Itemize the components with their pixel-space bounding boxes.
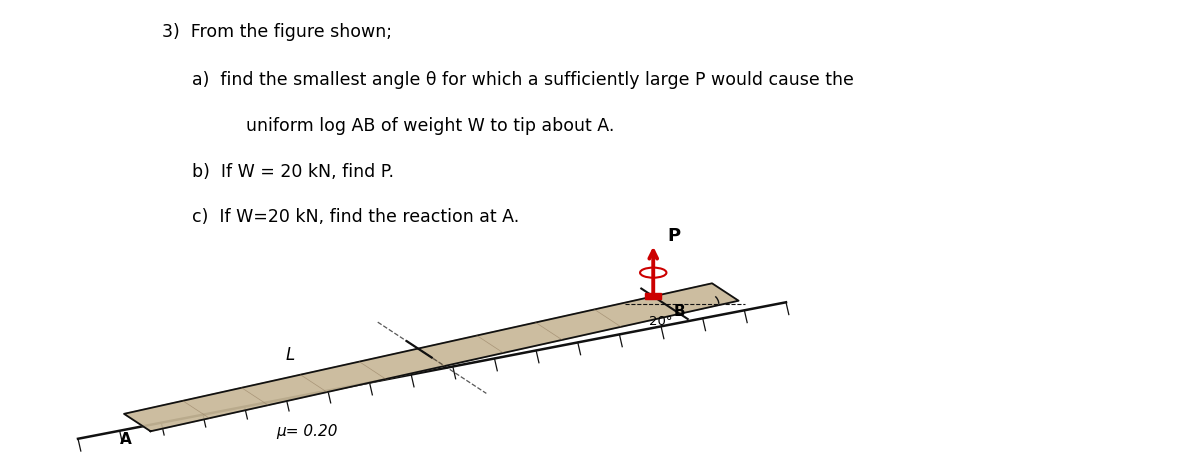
Bar: [646, 294, 661, 300]
Text: uniform log AB of weight W to tip about A.: uniform log AB of weight W to tip about …: [246, 117, 614, 135]
Text: a)  find the smallest angle θ for which a sufficiently large P would cause the: a) find the smallest angle θ for which a…: [192, 71, 854, 89]
Text: A: A: [120, 432, 132, 447]
Text: c)  If W=20 kN, find the reaction at A.: c) If W=20 kN, find the reaction at A.: [192, 208, 520, 226]
Text: L: L: [286, 346, 294, 364]
Text: 3)  From the figure shown;: 3) From the figure shown;: [162, 23, 392, 41]
Text: B: B: [673, 304, 685, 319]
Text: μ= 0.20: μ= 0.20: [276, 425, 337, 440]
Text: 20°: 20°: [649, 316, 673, 328]
Polygon shape: [124, 284, 738, 431]
Text: b)  If W = 20 kN, find P.: b) If W = 20 kN, find P.: [192, 163, 394, 180]
Text: P: P: [667, 228, 680, 245]
